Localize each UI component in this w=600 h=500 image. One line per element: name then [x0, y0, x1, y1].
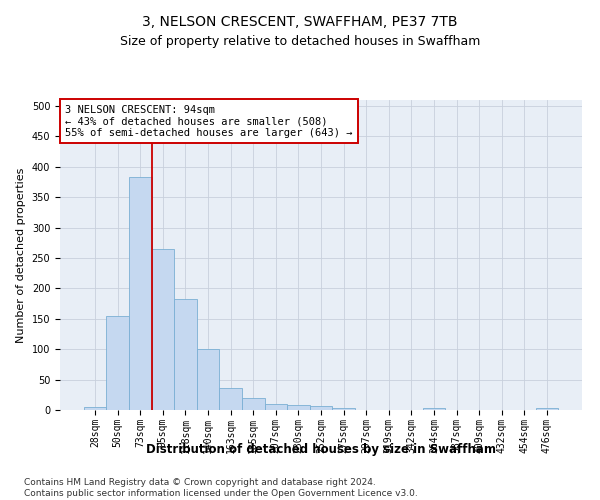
Text: Size of property relative to detached houses in Swaffham: Size of property relative to detached ho…: [120, 35, 480, 48]
Bar: [287, 405, 310, 410]
Bar: [536, 408, 558, 410]
Y-axis label: Number of detached properties: Number of detached properties: [16, 168, 26, 342]
Text: Contains HM Land Registry data © Crown copyright and database right 2024.
Contai: Contains HM Land Registry data © Crown c…: [24, 478, 418, 498]
Bar: [106, 316, 129, 410]
Bar: [174, 299, 197, 410]
Bar: [220, 388, 242, 410]
Text: 3 NELSON CRESCENT: 94sqm
← 43% of detached houses are smaller (508)
55% of semi-: 3 NELSON CRESCENT: 94sqm ← 43% of detach…: [65, 104, 353, 138]
Bar: [310, 406, 332, 410]
Text: Distribution of detached houses by size in Swaffham: Distribution of detached houses by size …: [146, 442, 496, 456]
Bar: [129, 177, 152, 410]
Bar: [84, 407, 106, 410]
Bar: [332, 408, 355, 410]
Text: 3, NELSON CRESCENT, SWAFFHAM, PE37 7TB: 3, NELSON CRESCENT, SWAFFHAM, PE37 7TB: [142, 15, 458, 29]
Bar: [152, 249, 174, 410]
Bar: [265, 404, 287, 410]
Bar: [197, 348, 220, 410]
Bar: [242, 398, 265, 410]
Bar: [422, 408, 445, 410]
